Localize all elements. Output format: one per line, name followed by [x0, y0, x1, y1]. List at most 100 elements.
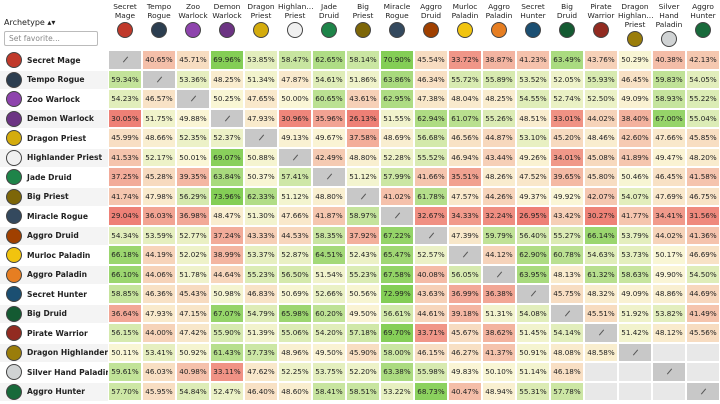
row-header[interactable]: Tempo Rogue: [0, 69, 108, 89]
winrate-cell[interactable]: 49.92%: [550, 186, 584, 206]
winrate-cell[interactable]: 46.40%: [244, 381, 278, 401]
row-header[interactable]: Murloc Paladin: [0, 245, 108, 265]
winrate-cell[interactable]: 48.46%: [584, 128, 618, 148]
winrate-cell[interactable]: 45.71%: [176, 50, 210, 70]
winrate-cell[interactable]: 36.03%: [142, 206, 176, 226]
winrate-cell[interactable]: 40.08%: [414, 264, 448, 284]
winrate-cell[interactable]: 58.00%: [380, 342, 414, 362]
winrate-cell[interactable]: 55.52%: [414, 147, 448, 167]
winrate-cell[interactable]: 59.34%: [108, 69, 142, 89]
winrate-cell[interactable]: 67.07%: [210, 303, 244, 323]
winrate-cell[interactable]: 48.51%: [516, 108, 550, 128]
winrate-cell[interactable]: 65.98%: [278, 303, 312, 323]
winrate-cell[interactable]: 48.25%: [210, 69, 244, 89]
winrate-cell[interactable]: 45.20%: [550, 128, 584, 148]
winrate-cell[interactable]: 53.79%: [618, 225, 652, 245]
winrate-cell[interactable]: 53.36%: [176, 69, 210, 89]
winrate-cell[interactable]: 41.02%: [380, 186, 414, 206]
winrate-cell[interactable]: 52.77%: [176, 225, 210, 245]
winrate-cell[interactable]: 59.79%: [482, 225, 516, 245]
winrate-cell[interactable]: 69.07%: [210, 147, 244, 167]
winrate-cell[interactable]: 26.95%: [516, 206, 550, 226]
winrate-cell[interactable]: 56.61%: [380, 303, 414, 323]
winrate-cell[interactable]: 49.67%: [312, 128, 346, 148]
winrate-cell[interactable]: 48.32%: [584, 284, 618, 304]
winrate-cell[interactable]: 50.00%: [278, 89, 312, 109]
winrate-cell[interactable]: 50.91%: [516, 342, 550, 362]
winrate-cell[interactable]: 47.42%: [176, 323, 210, 343]
winrate-cell[interactable]: 55.26%: [482, 108, 516, 128]
winrate-cell[interactable]: 33.72%: [448, 50, 482, 70]
winrate-cell[interactable]: 38.62%: [482, 323, 516, 343]
winrate-cell[interactable]: 54.07%: [618, 186, 652, 206]
winrate-cell[interactable]: 37.92%: [346, 225, 380, 245]
winrate-cell[interactable]: 63.49%: [550, 50, 584, 70]
winrate-cell[interactable]: 45.80%: [584, 167, 618, 187]
winrate-cell[interactable]: 54.34%: [108, 225, 142, 245]
row-header[interactable]: Zoo Warlock: [0, 89, 108, 109]
winrate-cell[interactable]: 45.08%: [584, 147, 618, 167]
winrate-cell[interactable]: 60.65%: [312, 89, 346, 109]
winrate-cell[interactable]: 46.69%: [686, 245, 720, 265]
winrate-cell[interactable]: 41.36%: [686, 225, 720, 245]
winrate-cell[interactable]: 29.04%: [108, 206, 142, 226]
winrate-cell[interactable]: 46.36%: [142, 284, 176, 304]
winrate-cell[interactable]: 49.09%: [618, 284, 652, 304]
winrate-cell[interactable]: 67.58%: [380, 264, 414, 284]
winrate-cell[interactable]: 42.13%: [686, 50, 720, 70]
winrate-cell[interactable]: 37.58%: [346, 128, 380, 148]
winrate-cell[interactable]: 36.64%: [108, 303, 142, 323]
winrate-cell[interactable]: 55.23%: [346, 264, 380, 284]
winrate-cell[interactable]: 57.70%: [108, 381, 142, 401]
winrate-cell[interactable]: 55.93%: [584, 69, 618, 89]
winrate-cell[interactable]: 54.14%: [550, 323, 584, 343]
winrate-cell[interactable]: 55.04%: [686, 108, 720, 128]
winrate-cell[interactable]: 41.77%: [618, 206, 652, 226]
column-header[interactable]: Highlan… Priest: [278, 0, 314, 50]
winrate-cell[interactable]: 41.74%: [108, 186, 142, 206]
winrate-cell[interactable]: 55.90%: [210, 323, 244, 343]
row-header[interactable]: Highlander Priest: [0, 147, 108, 167]
winrate-cell[interactable]: 50.25%: [210, 89, 244, 109]
winrate-cell[interactable]: 49.47%: [652, 147, 686, 167]
winrate-cell[interactable]: 55.98%: [414, 362, 448, 382]
winrate-cell[interactable]: 41.87%: [312, 206, 346, 226]
winrate-cell[interactable]: 37.24%: [210, 225, 244, 245]
winrate-cell[interactable]: 63.84%: [210, 167, 244, 187]
row-header[interactable]: Silver Hand Paladin: [0, 362, 108, 382]
winrate-cell[interactable]: 58.47%: [278, 50, 312, 70]
winrate-cell[interactable]: 58.97%: [346, 206, 380, 226]
winrate-cell[interactable]: 53.52%: [516, 69, 550, 89]
row-header[interactable]: Dragon Highlander Priest: [0, 342, 108, 362]
winrate-cell[interactable]: 43.61%: [346, 89, 380, 109]
winrate-cell[interactable]: 40.65%: [142, 50, 176, 70]
winrate-cell[interactable]: 41.37%: [482, 342, 516, 362]
winrate-cell[interactable]: 47.62%: [244, 362, 278, 382]
winrate-cell[interactable]: 39.35%: [176, 167, 210, 187]
winrate-cell[interactable]: 41.49%: [686, 303, 720, 323]
winrate-cell[interactable]: 51.34%: [244, 69, 278, 89]
winrate-cell[interactable]: 62.95%: [380, 89, 414, 109]
winrate-cell[interactable]: 52.47%: [210, 381, 244, 401]
winrate-cell[interactable]: 41.58%: [686, 167, 720, 187]
winrate-cell[interactable]: 51.12%: [346, 167, 380, 187]
winrate-cell[interactable]: 56.40%: [516, 225, 550, 245]
winrate-cell[interactable]: 48.69%: [380, 128, 414, 148]
column-header[interactable]: Aggro Paladin: [482, 0, 516, 50]
winrate-cell[interactable]: 52.50%: [584, 89, 618, 109]
row-header[interactable]: Big Druid: [0, 303, 108, 323]
column-header[interactable]: Dragon Highlan… Priest: [618, 0, 654, 50]
winrate-cell[interactable]: 51.55%: [380, 108, 414, 128]
winrate-cell[interactable]: 55.31%: [516, 381, 550, 401]
winrate-cell[interactable]: 40.38%: [652, 50, 686, 70]
winrate-cell[interactable]: 48.80%: [346, 147, 380, 167]
winrate-cell[interactable]: 55.89%: [482, 69, 516, 89]
winrate-cell[interactable]: 52.05%: [550, 69, 584, 89]
winrate-cell[interactable]: 51.14%: [516, 362, 550, 382]
winrate-cell[interactable]: 37.25%: [108, 167, 142, 187]
favorite-search[interactable]: Set favorite...: [4, 31, 98, 46]
winrate-cell[interactable]: 50.92%: [176, 342, 210, 362]
winrate-cell[interactable]: 48.94%: [482, 381, 516, 401]
winrate-cell[interactable]: 62.65%: [312, 50, 346, 70]
winrate-cell[interactable]: 53.85%: [244, 50, 278, 70]
